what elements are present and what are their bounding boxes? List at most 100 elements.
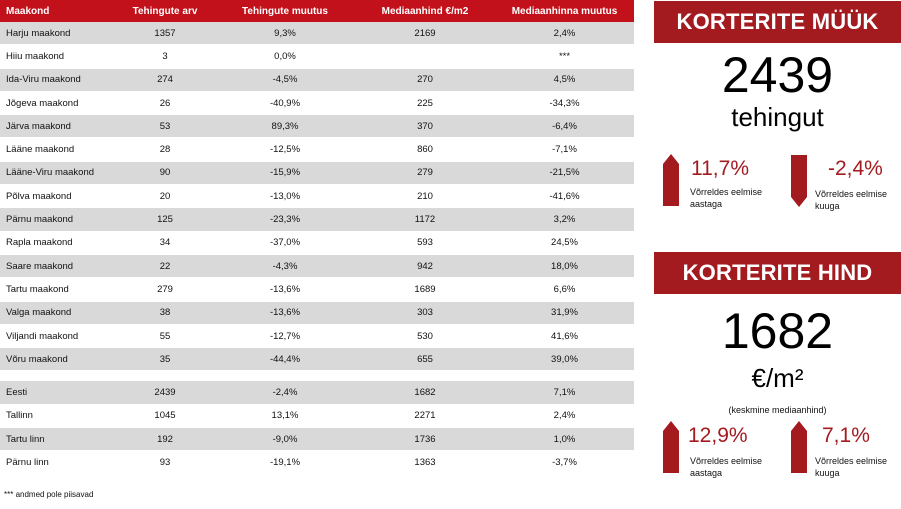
cell-deals: 38 — [159, 307, 171, 319]
table-row: Järva maakond 53 89,3% 370 -6,4% — [0, 115, 634, 139]
cell-median-price: 1682 — [414, 387, 436, 399]
cell-median-price: 270 — [417, 74, 433, 86]
cell-deals: 28 — [159, 144, 171, 156]
cell-deals: 3 — [162, 50, 168, 62]
cell-deals: 125 — [157, 214, 173, 226]
table-row: Pärnu linn 93 -19,1% 1363 -3,7% — [0, 451, 634, 475]
arrow-up-icon — [791, 421, 807, 473]
cell-county: Harju maakond — [6, 27, 71, 39]
cell-median-change: -41,6% — [549, 190, 580, 202]
cell-median-price: 1736 — [414, 433, 436, 445]
cell-deals: 192 — [157, 433, 173, 445]
table-row: Viljandi maakond 55 -12,7% 530 41,6% — [0, 324, 634, 349]
cell-county: Rapla maakond — [6, 237, 73, 249]
cell-deals: 2439 — [154, 387, 176, 399]
cell-median-price: 593 — [417, 237, 433, 249]
table-row: Ida-Viru maakond 274 -4,5% 270 4,5% — [0, 68, 634, 92]
cell-deals-change: 0,0% — [274, 50, 296, 62]
sales-title-banner: KORTERITE MÜÜK — [654, 1, 901, 43]
cell-median-price: 2271 — [414, 410, 436, 422]
cell-deals: 20 — [159, 190, 171, 202]
cell-deals-change: -23,3% — [269, 214, 301, 226]
arrow-up-icon — [663, 154, 679, 206]
cell-deals: 55 — [159, 330, 171, 342]
sales-yoy-label: Võrreldes eelmise aastaga — [690, 187, 763, 209]
table-row: Lääne maakond 28 -12,5% 860 -7,1% — [0, 138, 634, 162]
price-yoy-label: Võrreldes eelmise aastaga — [690, 456, 763, 478]
cell-median-price: 1363 — [414, 456, 436, 468]
table-row: Saare maakond 22 -4,3% 942 18,0% — [0, 254, 634, 279]
cell-deals: 1045 — [154, 410, 176, 422]
table-row: Hiiu maakond 3 0,0% *** — [0, 45, 634, 69]
table-row: Harju maakond 1357 9,3% 2169 2,4% — [0, 22, 634, 46]
table-row: Tartu linn 192 -9,0% 1736 1,0% — [0, 428, 634, 452]
cell-deals-change: -37,0% — [269, 237, 301, 249]
cell-median-change: 41,6% — [551, 330, 578, 342]
cell-median-change: 6,6% — [553, 283, 576, 295]
cell-median-price: 860 — [417, 144, 433, 156]
cell-deals-change: -44,4% — [269, 353, 301, 365]
arrow-up-icon — [663, 421, 679, 473]
cell-deals-change: -13,6% — [269, 283, 301, 295]
cell-median-price: 303 — [417, 307, 433, 319]
cell-median-change: -7,1% — [552, 144, 577, 156]
cell-deals: 26 — [159, 97, 171, 109]
cell-deals-change: -4,5% — [272, 74, 298, 86]
cell-median-change: -34,3% — [549, 97, 580, 109]
cell-median-change: 1,0% — [553, 433, 576, 445]
table-row: Põlva maakond 20 -13,0% 210 -41,6% — [0, 185, 634, 209]
footnote: *** andmed pole piisavad — [4, 490, 94, 499]
cell-county: Tartu maakond — [6, 283, 69, 295]
cell-median-change: *** — [558, 50, 571, 62]
cell-median-price: 942 — [417, 260, 433, 272]
sales-yoy-pct: 11,7% — [691, 157, 749, 180]
cell-deals-change: -19,1% — [269, 456, 301, 468]
cell-median-change: 2,4% — [553, 410, 576, 422]
price-title-banner: KORTERITE HIND — [654, 252, 901, 294]
cell-deals: 90 — [159, 167, 171, 179]
cell-deals-change: -13,6% — [269, 307, 301, 319]
col-header-county: Maakond — [6, 5, 50, 17]
cell-county: Pärnu maakond — [6, 214, 74, 226]
cell-county: Võru maakond — [6, 353, 68, 365]
col-header-median-price: Mediaanhind €/m2 — [381, 5, 469, 17]
table-row: Võru maakond 35 -44,4% 655 39,0% — [0, 348, 634, 372]
cell-deals: 1357 — [154, 27, 176, 39]
cell-county: Ida-Viru maakond — [6, 74, 81, 86]
cell-median-change: 7,1% — [553, 387, 576, 399]
cell-deals: 279 — [157, 283, 173, 295]
cell-median-price: 2169 — [414, 27, 436, 39]
cell-county: Järva maakond — [6, 120, 71, 132]
cell-median-price: 1172 — [414, 214, 436, 226]
cell-median-change: 18,0% — [551, 260, 578, 272]
cell-deals-change: -4,3% — [272, 260, 298, 272]
price-yoy-pct: 12,9% — [688, 424, 748, 447]
cell-county: Lääne-Viru maakond — [6, 167, 95, 179]
col-header-deals-change: Tehingute muutus — [242, 5, 328, 17]
price-unit: €/m² — [751, 363, 804, 393]
cell-county: Lääne maakond — [6, 144, 75, 156]
cell-county: Viljandi maakond — [6, 330, 79, 342]
price-value: 1682 — [721, 303, 834, 359]
table-row: Tartu maakond 279 -13,6% 1689 6,6% — [0, 278, 634, 302]
col-header-median-change: Mediaanhinna muutus — [511, 5, 618, 17]
cell-median-price: 1689 — [414, 283, 436, 295]
cell-median-price: 210 — [417, 190, 433, 202]
cell-median-change: 39,0% — [551, 353, 578, 365]
cell-deals: 274 — [157, 74, 173, 86]
cell-median-change: -21,5% — [549, 167, 580, 179]
cell-deals: 34 — [159, 237, 171, 249]
table-header: Maakond Tehingute arv Tehingute muutus M… — [0, 0, 634, 22]
cell-deals-change: 9,3% — [274, 27, 296, 39]
sales-value: 2439 — [721, 47, 834, 103]
table-row: Tallinn 1045 13,1% 2271 2,4% — [0, 404, 634, 429]
table-row: Rapla maakond 34 -37,0% 593 24,5% — [0, 231, 634, 255]
cell-median-change: -3,7% — [552, 456, 577, 468]
cell-median-price: 279 — [417, 167, 433, 179]
cell-median-change: 31,9% — [551, 307, 578, 319]
cell-deals: 93 — [159, 456, 171, 468]
cell-deals: 53 — [159, 120, 171, 132]
cell-median-change: 4,5% — [553, 74, 576, 86]
table-row: Jõgeva maakond 26 -40,9% 225 -34,3% — [0, 91, 634, 116]
cell-median-price: 225 — [417, 97, 433, 109]
